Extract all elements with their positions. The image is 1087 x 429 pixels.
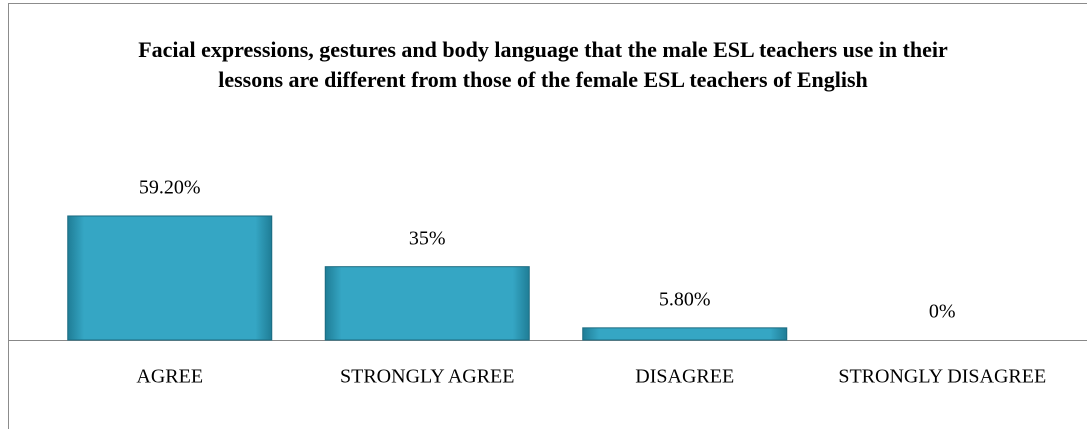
- bar: [67, 215, 273, 341]
- value-label: 0%: [929, 301, 956, 323]
- x-tick-label: STRONGLY DISAGREE: [838, 366, 1046, 388]
- chart-frame: [8, 3, 1087, 429]
- bar: [582, 327, 788, 341]
- x-tick-label: AGREE: [136, 366, 203, 388]
- value-label: 59.20%: [139, 177, 201, 199]
- value-label: 35%: [409, 227, 446, 249]
- chart-title: Facial expressions, gestures and body la…: [138, 37, 948, 92]
- x-tick-label: STRONGLY AGREE: [340, 366, 514, 388]
- bar: [324, 266, 530, 341]
- value-label: 5.80%: [659, 288, 711, 310]
- x-tick-label: DISAGREE: [635, 366, 734, 388]
